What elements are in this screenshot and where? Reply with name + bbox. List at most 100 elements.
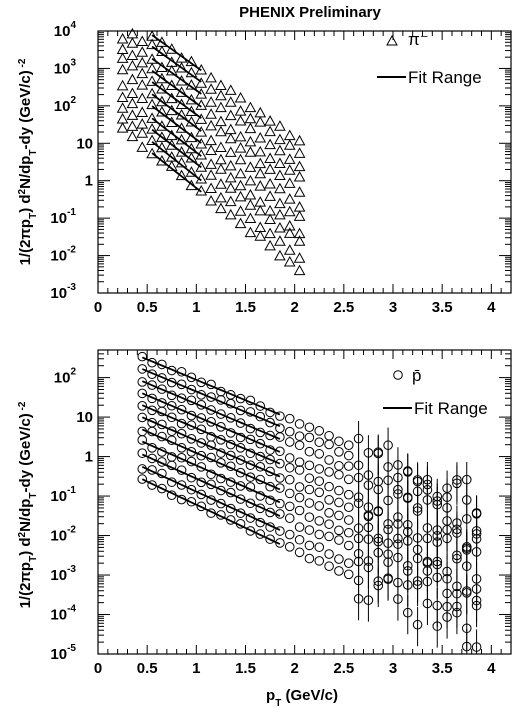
data-point (234, 167, 247, 179)
data-point (265, 417, 275, 428)
data-point (126, 49, 139, 60)
data-point (185, 93, 198, 105)
data-point (146, 134, 158, 146)
data-point (206, 479, 216, 490)
data-point (314, 464, 325, 474)
data-point (284, 453, 295, 463)
data-point (175, 146, 188, 157)
data-point (471, 600, 482, 611)
data-point (195, 126, 208, 137)
data-point (363, 448, 374, 458)
data-point (224, 132, 237, 144)
data-point (373, 547, 384, 558)
data-point (176, 404, 187, 415)
antiproton-fit-lines (141, 356, 281, 545)
data-point (275, 498, 285, 509)
data-point (353, 593, 364, 604)
fit-line (151, 152, 202, 193)
data-point (264, 213, 276, 225)
data-point (254, 116, 267, 127)
data-point (224, 146, 237, 157)
data-point (324, 519, 334, 529)
pion-spectra-panel: 0 0.5 1 1.5 2 2.5 3 3.5 4 10-3 10-2 10-1 1 10 102 103 10… (17, 20, 512, 316)
data-point (283, 153, 296, 164)
data-point (116, 32, 129, 44)
data-point (274, 157, 286, 168)
x-tick-label: 1.5 (235, 660, 256, 677)
data-point (334, 446, 344, 457)
data-point (334, 460, 344, 471)
data-point (234, 217, 247, 229)
data-point (314, 437, 325, 447)
data-point (412, 576, 423, 586)
data-point (274, 249, 286, 261)
data-point (156, 120, 168, 131)
legend-marker-circle (393, 370, 403, 380)
axis-ticks-top: 0 0.5 1 1.5 2 2.5 3 3.5 4 10-3 10-2 10-1 1 10 102 103 10… (50, 20, 512, 316)
data-point (393, 460, 403, 470)
data-point (234, 205, 247, 216)
x-tick-label: 2 (290, 660, 298, 677)
plot-frame-bottom (97, 349, 512, 655)
y-tick-label: 10 (76, 409, 93, 426)
data-point (293, 264, 306, 276)
data-point (274, 235, 286, 246)
data-point (265, 466, 275, 477)
fit-line (151, 93, 202, 132)
data-point (264, 190, 276, 201)
data-point (146, 62, 158, 74)
data-point (234, 142, 247, 153)
data-point (264, 227, 276, 239)
data-point (195, 138, 208, 149)
data-point (393, 484, 403, 495)
data-point (304, 498, 315, 508)
data-point (176, 393, 187, 404)
data-point (126, 97, 139, 109)
y-tick-label: 102 (54, 95, 77, 115)
data-point (383, 573, 393, 583)
data-point (283, 244, 296, 255)
x-tick-label: 1.5 (235, 299, 256, 316)
data-point (116, 79, 129, 91)
x-tick-label: 0.5 (137, 299, 158, 316)
data-point (274, 133, 286, 145)
data-point (137, 474, 148, 484)
data-point (244, 112, 257, 124)
fit-line (141, 453, 281, 517)
data-point (274, 144, 286, 156)
legend-top: π⁻ Fit Range (377, 30, 482, 87)
data-point (235, 393, 246, 404)
data-point (294, 492, 305, 503)
data-point (215, 125, 227, 137)
data-point (205, 182, 217, 194)
data-point (216, 485, 226, 496)
data-point (293, 160, 306, 172)
data-point (136, 141, 149, 152)
data-point (234, 105, 247, 116)
data-point (225, 413, 236, 423)
y-axis-label-top: 1/(2πpT) d2N/dpT-dy (GeV/c) -2 (17, 58, 39, 265)
data-point (324, 508, 334, 518)
data-point (432, 572, 443, 583)
fit-line (141, 440, 281, 504)
data-point (146, 38, 158, 50)
data-point (283, 139, 296, 150)
data-point (235, 443, 246, 453)
data-point (324, 561, 334, 572)
data-point (175, 86, 188, 97)
data-point (412, 475, 423, 485)
data-point (284, 529, 295, 540)
data-point (293, 147, 306, 158)
data-point (293, 170, 306, 182)
triangle-marker (386, 34, 398, 46)
data-point (324, 430, 334, 441)
data-point (137, 364, 148, 374)
y-tick-label: 10-5 (50, 643, 76, 663)
fit-line (141, 478, 281, 545)
data-point (224, 171, 237, 183)
x-tick-label: 2 (290, 299, 298, 316)
data-point (274, 120, 286, 131)
data-point (234, 190, 247, 202)
data-point (116, 52, 129, 63)
data-point (244, 161, 257, 172)
